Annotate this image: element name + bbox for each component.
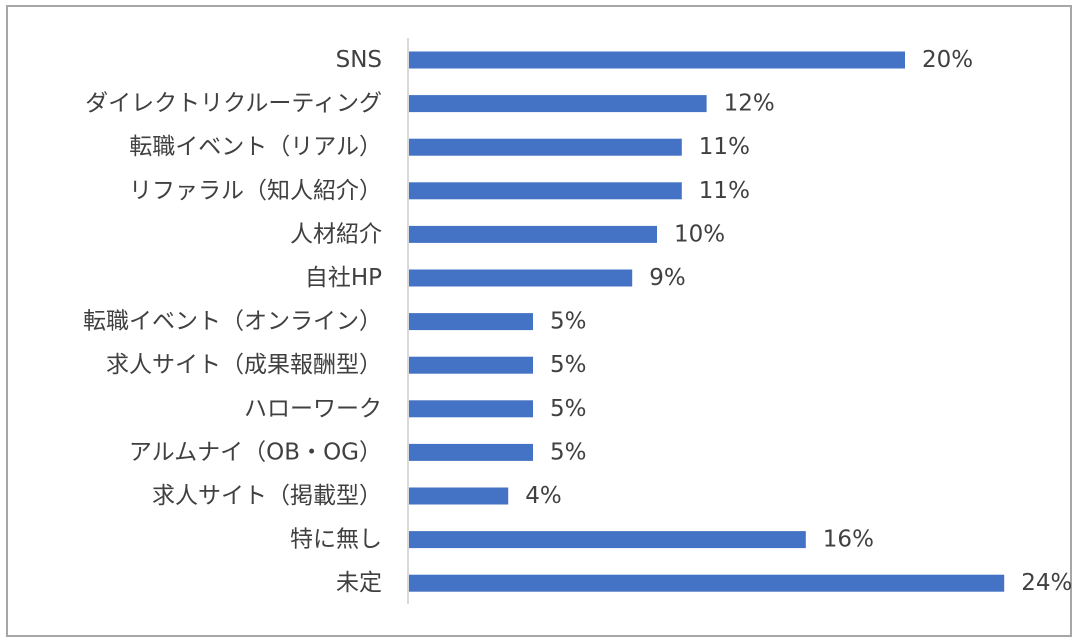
- category-label-10: 求人サイト（掲載型）: [152, 483, 382, 509]
- value-label-9: 5%: [550, 439, 587, 465]
- bar-5: [409, 269, 633, 287]
- value-label-6: 5%: [550, 309, 587, 335]
- label-layer: SNS 20% ダイレクトリクルーティング 12% 転職イベント（リアル） 11% リファラ…: [83, 47, 1072, 596]
- value-label-3: 11%: [699, 178, 750, 204]
- bar-6: [409, 313, 533, 331]
- bar-9: [409, 443, 533, 461]
- value-label-0: 20%: [922, 47, 973, 73]
- bar-12: [409, 574, 1005, 592]
- category-label-4: 人材紹介: [290, 221, 382, 247]
- category-label-1: ダイレクトリクルーティング: [85, 91, 382, 117]
- category-label-12: 未定: [336, 570, 382, 596]
- category-label-8: ハローワーク: [244, 396, 382, 422]
- bar-2: [409, 138, 682, 156]
- value-label-8: 5%: [550, 396, 587, 422]
- category-label-2: 転職イベント（リアル）: [129, 134, 382, 160]
- bar-3: [409, 182, 682, 200]
- value-label-7: 5%: [550, 352, 587, 378]
- category-label-3: リファラル（知人紹介）: [129, 178, 382, 204]
- bar-10: [409, 487, 509, 505]
- value-label-2: 11%: [699, 134, 750, 160]
- bar-8: [409, 400, 533, 418]
- category-label-0: SNS: [336, 47, 382, 73]
- bar-4: [409, 225, 657, 243]
- bar-1: [409, 95, 707, 113]
- bar-7: [409, 356, 533, 374]
- category-label-6: 転職イベント（オンライン）: [83, 309, 382, 335]
- value-label-11: 16%: [823, 527, 874, 553]
- value-label-1: 12%: [724, 91, 775, 117]
- value-label-4: 10%: [674, 221, 725, 247]
- category-label-9: アルムナイ（OB・OG）: [129, 439, 382, 465]
- value-label-12: 24%: [1021, 570, 1072, 596]
- bar-0: [409, 51, 905, 69]
- value-label-10: 4%: [525, 483, 562, 509]
- category-label-7: 求人サイト（成果報酬型）: [106, 352, 382, 378]
- bar-layer: [409, 51, 1005, 592]
- category-label-11: 特に無し: [290, 527, 382, 553]
- bar-11: [409, 531, 806, 549]
- category-label-5: 自社HP: [305, 265, 382, 291]
- value-label-5: 9%: [649, 265, 686, 291]
